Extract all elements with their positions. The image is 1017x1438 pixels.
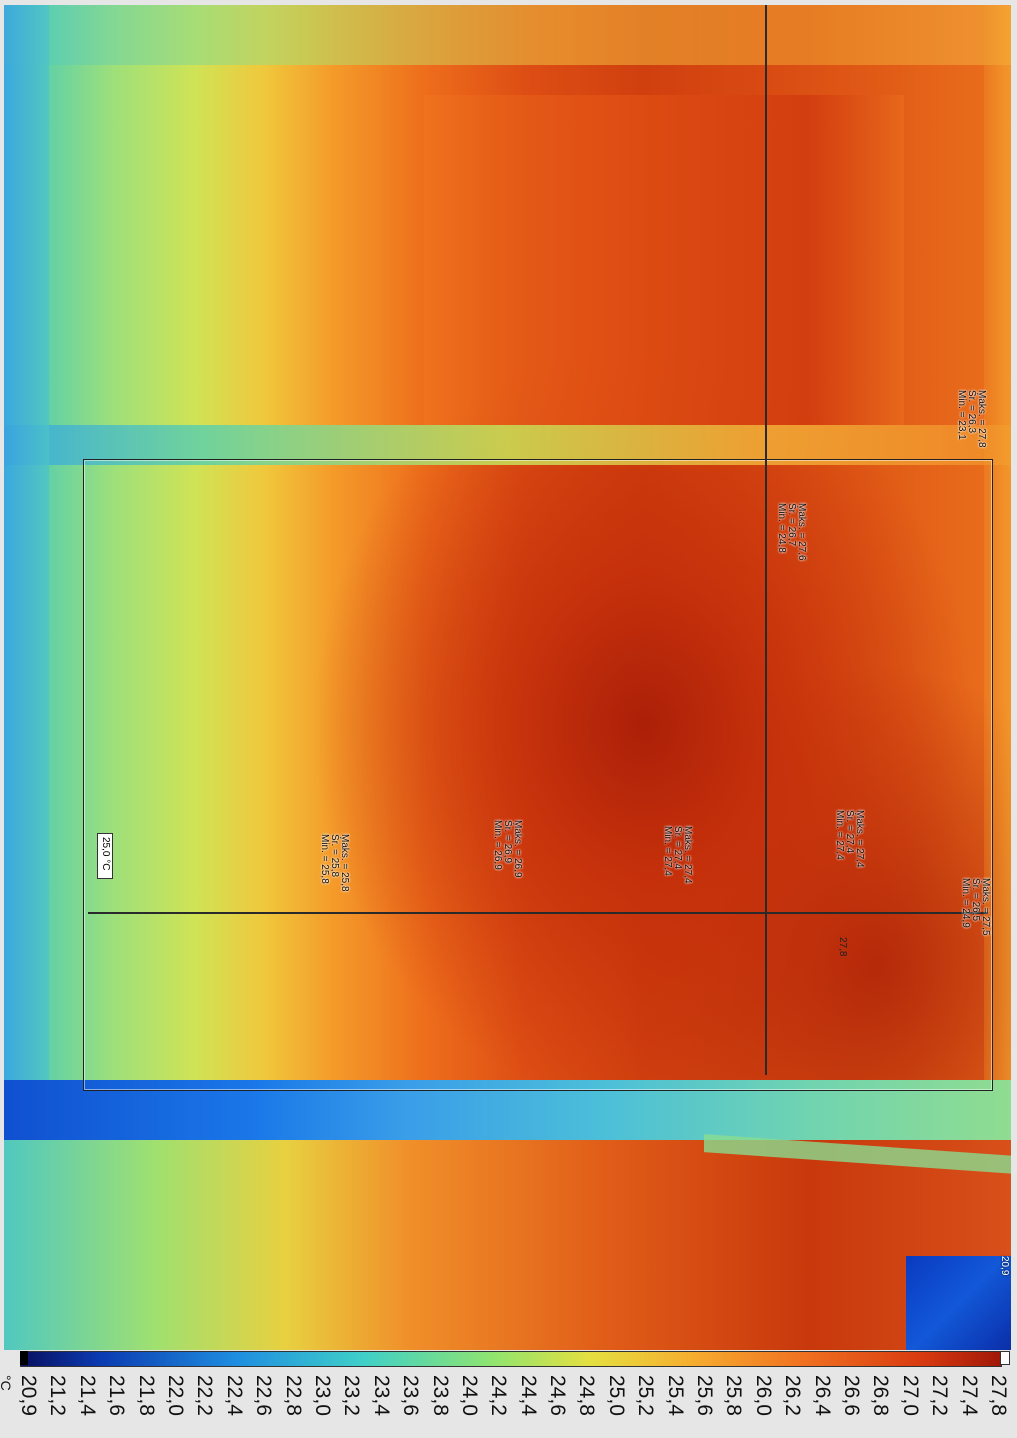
- scale-tick-label: 24,8: [575, 1375, 599, 1416]
- top-strip: [4, 5, 1011, 65]
- scale-tick-label: 27,8: [987, 1375, 1010, 1416]
- scale-tick-label: 21,8: [134, 1375, 158, 1416]
- right-warm-edge: [984, 5, 1011, 1080]
- spot-temp-label: 27,8: [837, 937, 848, 957]
- scale-tick-label: 22,2: [193, 1375, 217, 1416]
- scale-tick-label: 27,0: [898, 1375, 922, 1416]
- cold-corner-region: [906, 1256, 1011, 1350]
- scale-tick-label: 22,6: [252, 1375, 276, 1416]
- scale-tick-label: 25,4: [663, 1375, 687, 1416]
- profile-line-vertical[interactable]: [765, 5, 767, 1075]
- scale-tick-label: 26,4: [810, 1375, 834, 1416]
- temperature-marker[interactable]: 25,0 °C: [97, 833, 113, 879]
- scale-tick-label: 23,0: [310, 1375, 334, 1416]
- scale-tick-label: 27,4: [957, 1375, 981, 1416]
- scale-tick-label: 24,2: [487, 1375, 511, 1416]
- scale-max-swatch: [1000, 1351, 1010, 1365]
- scale-tick-label: 25,2: [634, 1375, 658, 1416]
- scale-tick-label: 22,8: [281, 1375, 305, 1416]
- measurement-label: Maks. = 27,6 Śr. = 26,7 Min. = 24,8: [776, 503, 807, 561]
- measurement-label: Maks. = 25,8 Śr. = 25,8 Min. = 25,8: [319, 834, 350, 892]
- scale-tick-label: 26,6: [840, 1375, 864, 1416]
- scale-tick-label: 20,9: [17, 1375, 40, 1416]
- scale-tick-label: 22,4: [222, 1375, 246, 1416]
- scale-tick-label: 25,8: [722, 1375, 746, 1416]
- measurement-label: Maks. = 27,5 Śr. = 26,5 Min. = 24,9: [960, 878, 991, 936]
- scale-tick-label: 21,4: [75, 1375, 99, 1416]
- measurement-label: Maks. = 26,9 Śr. = 26,9 Min. = 26,9: [492, 820, 523, 878]
- scale-tick-label: 24,6: [546, 1375, 570, 1416]
- scale-tick-label: 25,6: [693, 1375, 717, 1416]
- scale-tick-label: 22,0: [163, 1375, 187, 1416]
- upper-warm-region: [424, 95, 904, 425]
- scale-tick-label: 24,4: [516, 1375, 540, 1416]
- scale-tick-label: 21,2: [46, 1375, 70, 1416]
- scale-tick-label: 26,0: [751, 1375, 775, 1416]
- measurement-label: Maks. = 27,8 Śr. = 26,3 Min. = 23,1: [956, 390, 987, 448]
- scale-tick-label: 26,8: [869, 1375, 893, 1416]
- middle-band: [4, 425, 1011, 465]
- profile-line-horizontal[interactable]: [88, 912, 988, 914]
- corner-temp-label: 20,9: [999, 1256, 1010, 1276]
- scale-tick-label: 23,8: [428, 1375, 452, 1416]
- measurement-label: Maks. = 27,4 Śr. = 27,4 Min. = 27,4: [834, 810, 865, 868]
- measurement-label: Maks. = 27,4 Śr. = 27,4 Min. = 27,4: [662, 826, 693, 884]
- scale-tick-label: 25,0: [604, 1375, 628, 1416]
- measurement-area-frame[interactable]: [83, 459, 993, 1091]
- lower-region: [4, 1140, 1011, 1350]
- thermal-image: [4, 5, 1011, 1350]
- scale-unit: °C: [0, 1375, 14, 1391]
- color-scale-bar: [20, 1351, 1002, 1367]
- scale-tick-label: 26,2: [781, 1375, 805, 1416]
- scale-tick-label: 27,2: [928, 1375, 952, 1416]
- scale-tick-label: 23,6: [399, 1375, 423, 1416]
- scale-tick-label: 21,6: [105, 1375, 129, 1416]
- scale-tick-label: 23,2: [340, 1375, 364, 1416]
- scale-tick-label: 24,0: [457, 1375, 481, 1416]
- scale-min-swatch: [20, 1351, 28, 1365]
- scale-tick-label: 23,4: [369, 1375, 393, 1416]
